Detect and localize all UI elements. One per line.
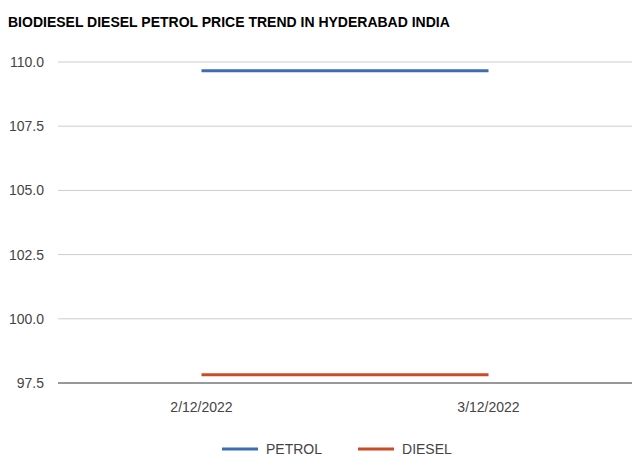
title: BIODIESEL DIESEL PETROL PRICE TREND IN H… xyxy=(8,14,450,30)
chart-svg: BIODIESEL DIESEL PETROL PRICE TREND IN H… xyxy=(0,0,634,467)
y-tick-label: 102.5 xyxy=(9,247,44,263)
grid-line xyxy=(58,254,632,255)
grid-line xyxy=(58,190,632,191)
y-tick-label: 107.5 xyxy=(9,118,44,134)
legend-label: PETROL xyxy=(266,441,322,457)
x-tick-label: 3/12/2022 xyxy=(457,399,519,415)
grid-line xyxy=(58,126,632,127)
y-tick-label: 105.0 xyxy=(9,182,44,198)
grid-line xyxy=(58,62,632,63)
legend-swatch xyxy=(222,448,258,451)
chart-container: BIODIESEL DIESEL PETROL PRICE TREND IN H… xyxy=(0,0,634,467)
legend-label: DIESEL xyxy=(402,441,452,457)
y-tick-label: 97.5 xyxy=(17,375,44,391)
y-tick-label: 100.0 xyxy=(9,311,44,327)
series-line xyxy=(202,373,489,376)
series-line xyxy=(202,69,489,72)
legend: PETROL DIESEL xyxy=(222,441,452,457)
legend-swatch xyxy=(358,448,394,451)
grid-line xyxy=(58,318,632,319)
y-tick-label: 110.0 xyxy=(10,54,44,70)
x-tick-label: 2/12/2022 xyxy=(170,399,232,415)
plot-area xyxy=(202,71,489,375)
grid-line xyxy=(58,383,632,384)
